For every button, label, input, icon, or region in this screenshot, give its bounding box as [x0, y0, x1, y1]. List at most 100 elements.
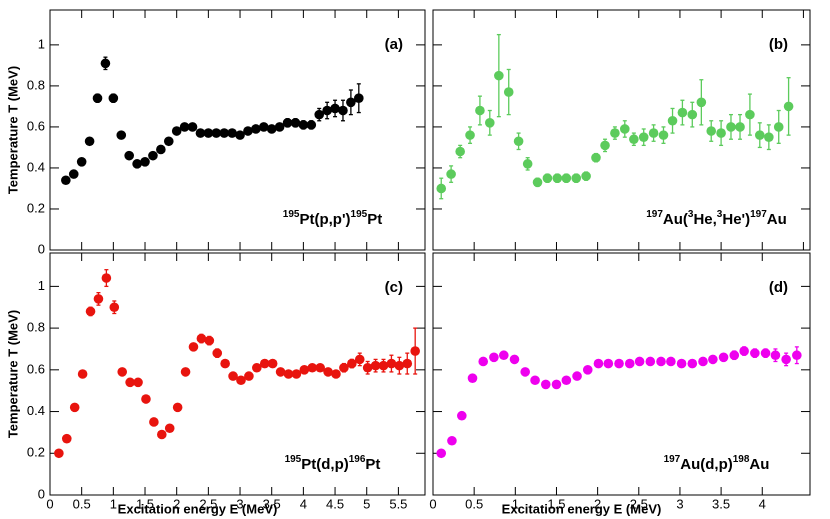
data-point — [394, 360, 405, 371]
data-point — [561, 375, 572, 386]
data-point — [141, 394, 151, 404]
data-point — [220, 358, 230, 369]
x-tick-label: 1 — [110, 496, 117, 511]
superscript: 196 — [349, 454, 366, 465]
data-point — [298, 120, 309, 130]
data-point — [561, 173, 572, 184]
data-point — [274, 122, 285, 132]
data-point — [101, 273, 112, 283]
data-point — [291, 369, 302, 379]
data-point — [77, 369, 88, 379]
data-point — [140, 156, 150, 167]
data-point — [252, 362, 262, 373]
y-tick-label: 0.8 — [27, 77, 45, 92]
data-point — [172, 402, 183, 413]
data-point — [530, 375, 540, 386]
data-point — [180, 367, 191, 377]
data-point — [478, 356, 489, 367]
data-point — [726, 122, 736, 132]
data-point — [489, 352, 499, 363]
superscript: 3 — [688, 209, 694, 220]
data-point — [754, 130, 765, 140]
superscript: 3 — [717, 209, 723, 220]
label-part: Pt(d,p) — [301, 456, 348, 473]
data-point — [436, 183, 447, 194]
data-point — [259, 358, 270, 369]
data-point — [735, 122, 745, 132]
data-point — [203, 128, 214, 138]
data-point — [638, 132, 649, 142]
data-point — [658, 130, 669, 140]
superscript: 195 — [351, 209, 368, 220]
data-point — [764, 132, 774, 142]
data-point — [610, 128, 620, 138]
data-point — [656, 356, 666, 367]
data-point — [410, 346, 420, 356]
data-point — [69, 402, 80, 413]
x-tick-label: 0.5 — [465, 496, 483, 511]
data-point — [503, 87, 514, 97]
data-point — [484, 118, 495, 128]
label-part: Au( — [663, 211, 688, 228]
data-point — [290, 118, 301, 128]
x-tick-label: 3 — [236, 496, 243, 511]
superscript: 197 — [646, 209, 663, 220]
data-point — [750, 348, 760, 358]
y-tick-label: 0.4 — [27, 159, 45, 174]
x-tick-label: 0 — [46, 496, 53, 511]
data-point — [117, 367, 128, 377]
data-point — [125, 377, 135, 388]
x-tick-label: 4 — [300, 496, 307, 511]
data-point — [354, 93, 364, 104]
data-point — [84, 136, 95, 147]
data-point — [457, 410, 467, 421]
data-point — [783, 101, 794, 112]
data-point — [729, 350, 740, 361]
data-point — [522, 159, 533, 169]
data-point — [446, 169, 456, 179]
x-tick-label: 0 — [429, 496, 436, 511]
data-point — [163, 136, 174, 147]
data-point — [792, 350, 802, 361]
data-point — [542, 173, 553, 184]
data-point — [718, 352, 729, 363]
x-axis-title: Excitation energy E (MeV) — [118, 501, 278, 516]
plot-frame — [432, 9, 811, 251]
data-point — [648, 128, 659, 138]
data-point — [204, 335, 215, 346]
data-point — [323, 367, 333, 377]
y-tick-label: 0.2 — [27, 200, 45, 215]
x-tick-label: 0.5 — [73, 496, 91, 511]
data-point — [581, 171, 591, 181]
data-point — [591, 152, 601, 163]
data-point — [100, 58, 111, 69]
data-point — [330, 103, 340, 114]
label-part: Au(d,p) — [680, 456, 732, 473]
data-point — [600, 140, 610, 151]
x-tick-label: 1 — [512, 496, 519, 511]
reaction-label: 197Au(3He,3He')197Au — [646, 209, 787, 228]
superscript: 198 — [733, 454, 750, 465]
data-point — [465, 130, 475, 140]
data-point — [109, 302, 120, 313]
data-point — [156, 144, 166, 155]
data-point — [283, 369, 294, 379]
data-point — [179, 122, 190, 132]
y-tick-label: 0.2 — [27, 445, 45, 460]
y-tick-label: 0 — [38, 486, 45, 501]
data-point — [551, 379, 562, 390]
data-point — [244, 371, 254, 381]
data-point — [85, 306, 96, 317]
x-tick-label: 2.5 — [199, 496, 217, 511]
superscript: 195 — [285, 454, 302, 465]
data-point — [708, 354, 718, 365]
plot-frame — [49, 9, 426, 251]
data-point — [540, 379, 551, 390]
label-part: Pt — [367, 211, 382, 228]
data-point — [346, 97, 356, 108]
data-point — [760, 348, 771, 358]
data-point — [676, 358, 687, 369]
data-point — [698, 356, 708, 367]
data-point — [306, 120, 317, 130]
reaction-label: 195Pt(d,p)196Pt — [285, 454, 381, 473]
